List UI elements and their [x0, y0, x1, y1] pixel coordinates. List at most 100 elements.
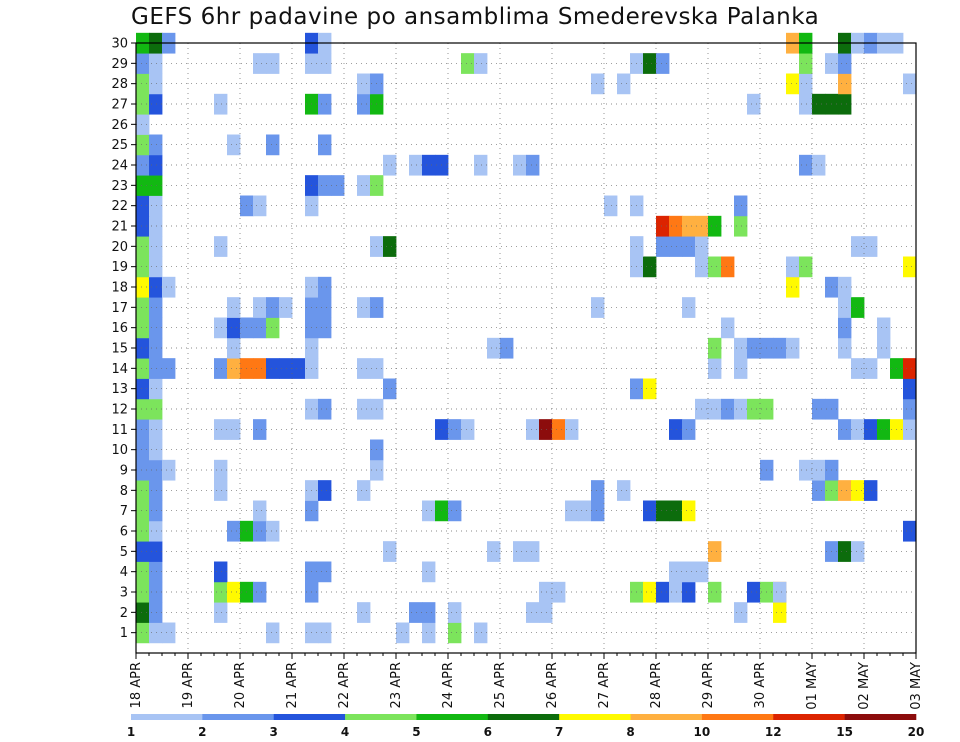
heatmap-cell	[383, 378, 397, 400]
heatmap-cell	[227, 358, 241, 379]
y-tick-label: 6	[120, 525, 128, 540]
heatmap-cell	[903, 358, 917, 379]
heatmap-cell	[838, 541, 852, 562]
heatmap-cell	[552, 419, 566, 440]
chart-title: GEFS 6hr padavine po ansamblima Smederev…	[131, 4, 820, 30]
legend-swatch	[345, 714, 417, 720]
heatmap-cell	[266, 53, 280, 74]
heatmap-cell	[617, 480, 631, 501]
legend-swatch	[131, 714, 203, 720]
x-tick-label: 18 APR	[129, 662, 144, 708]
heatmap-cell	[357, 358, 371, 379]
y-tick-label: 29	[111, 57, 128, 72]
heatmap-cell	[266, 297, 280, 318]
heatmap-cell	[903, 520, 917, 542]
heatmap-cell	[864, 358, 878, 379]
heatmap-cell	[656, 236, 670, 257]
x-tick-label: 28 APR	[649, 662, 664, 708]
heatmap-cell	[708, 398, 722, 420]
heatmap-cell	[669, 236, 683, 257]
heatmap-cell	[136, 459, 150, 481]
heatmap-cell	[591, 297, 605, 318]
heatmap-cell	[708, 215, 722, 237]
heatmap-cell	[136, 215, 150, 237]
heatmap-cell	[656, 53, 670, 74]
x-axis: 18 APR 19 APR 20 APR 21 APR 22 APR 23 APR 24 A…	[129, 653, 924, 710]
heatmap-cell	[136, 500, 150, 522]
y-tick-label: 26	[111, 118, 128, 133]
heatmap-cell	[487, 337, 501, 359]
heatmap-cell	[136, 175, 150, 196]
heatmap-cell	[357, 480, 371, 501]
heatmap-cell	[799, 256, 813, 278]
heatmap-cell	[149, 154, 163, 176]
heatmap-cell	[136, 439, 150, 461]
heatmap-cell	[799, 73, 813, 95]
y-tick-label: 9	[120, 464, 128, 479]
legend-label: 2	[198, 725, 206, 739]
heatmap-cell	[812, 459, 826, 481]
y-tick-label: 5	[120, 545, 128, 560]
heatmap-cell	[812, 480, 826, 501]
heatmap-cell	[617, 73, 631, 95]
legend-label: 10	[694, 725, 711, 739]
heatmap-cell	[318, 398, 332, 420]
heatmap-cell	[136, 602, 150, 623]
heatmap-cell	[838, 419, 852, 440]
legend-swatch	[202, 714, 275, 720]
heatmap-cell	[383, 236, 397, 257]
heatmap-cell	[136, 541, 150, 562]
legend-label: 1	[127, 725, 135, 739]
heatmap-cell	[786, 256, 800, 278]
heatmap-cell	[851, 297, 865, 318]
heatmap-cell	[227, 581, 241, 603]
heatmap-cell	[292, 358, 306, 379]
y-tick-label: 14	[111, 362, 128, 377]
heatmap-cell	[903, 73, 917, 95]
x-tick-label: 01 MAY	[805, 662, 820, 710]
heatmap-cell	[266, 622, 280, 644]
heatmap-cell	[136, 297, 150, 318]
heatmap-cell	[422, 602, 436, 623]
heatmap-cell	[253, 358, 267, 379]
x-tick-label: 27 APR	[597, 662, 612, 708]
heatmap-cell	[838, 480, 852, 501]
heatmap-cell	[474, 154, 488, 176]
heatmap-cell	[149, 236, 163, 257]
heatmap-cell	[279, 297, 293, 318]
heatmap-cell	[227, 520, 241, 542]
heatmap-cell	[266, 358, 280, 379]
heatmap-cell	[773, 337, 787, 359]
heatmap-cell	[149, 378, 163, 400]
legend-label: 20	[908, 725, 925, 739]
heatmap-cell	[279, 358, 293, 379]
y-tick-label: 25	[111, 138, 128, 153]
y-tick-label: 30	[111, 37, 128, 52]
heatmap-cell	[136, 114, 150, 135]
heatmap-cell	[682, 581, 696, 603]
heatmap-cell	[331, 175, 345, 196]
heatmap-cell	[149, 602, 163, 623]
heatmap-cell	[357, 297, 371, 318]
heatmap-cell	[799, 53, 813, 74]
heatmap-cell	[903, 378, 917, 400]
y-tick-label: 10	[111, 443, 128, 458]
heatmap-cell	[318, 134, 332, 156]
heatmap-cell	[214, 317, 228, 339]
heatmap-cell	[812, 93, 826, 115]
heatmap-cell	[227, 317, 241, 339]
legend-swatch	[487, 714, 560, 720]
heatmap-cell	[318, 317, 332, 339]
heatmap-cell	[838, 93, 852, 115]
y-tick-label: 2	[120, 606, 128, 621]
heatmap-cell	[136, 480, 150, 501]
heatmap-cell	[149, 439, 163, 461]
heatmap-cell	[162, 276, 176, 298]
heatmap-cell	[513, 154, 527, 176]
heatmap-cell	[474, 622, 488, 644]
heatmap-cell	[669, 500, 683, 522]
legend-label: 4	[341, 725, 349, 739]
heatmap-cell	[357, 398, 371, 420]
x-tick-label: 19 APR	[181, 662, 196, 708]
